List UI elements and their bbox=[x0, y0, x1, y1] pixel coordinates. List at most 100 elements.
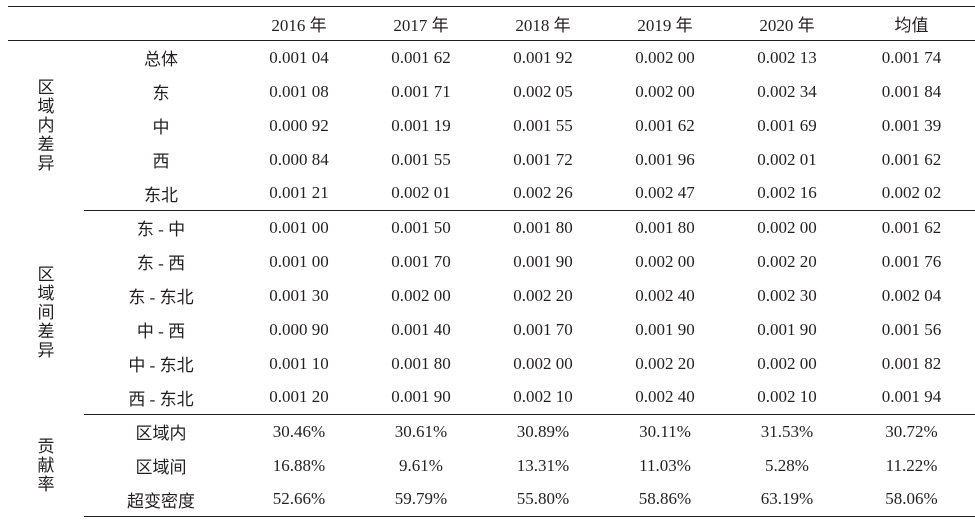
value-cell: 13.31% bbox=[516, 455, 570, 475]
table-row: 西 0.000 84 0.001 55 0.001 72 0.001 96 0.002 0… bbox=[8, 143, 975, 177]
group-label-char: 异 bbox=[37, 154, 55, 174]
group-label-char: 域 bbox=[37, 284, 55, 303]
value-cell: 59.79% bbox=[360, 482, 482, 517]
header-row-label-cell bbox=[84, 6, 238, 41]
value-cell: 0.001 90 bbox=[513, 251, 573, 271]
group-label-char: 率 bbox=[37, 475, 55, 494]
row-label: 东 - 西 bbox=[136, 254, 186, 273]
value-cell: 0.002 01 bbox=[360, 176, 482, 211]
value-cell: 0.001 56 bbox=[881, 319, 942, 339]
value-cell: 0.001 72 bbox=[513, 149, 573, 169]
group-label-char: 献 bbox=[37, 456, 55, 475]
value-cell: 16.88% bbox=[272, 455, 326, 475]
table-row: 区域间差异 东 - 中 0.001 00 0.001 50 0.001 80 0.001 … bbox=[8, 211, 975, 360]
value-cell: 0.002 10 bbox=[482, 380, 604, 415]
column-header: 2018 年 bbox=[482, 6, 604, 41]
value-cell: 0.001 00 bbox=[269, 251, 329, 271]
row-label: 东 - 东北 bbox=[128, 288, 194, 307]
value-cell: 0.001 92 bbox=[513, 47, 573, 67]
value-cell: 0.001 39 bbox=[881, 115, 942, 135]
value-cell: 0.001 55 bbox=[513, 115, 573, 135]
value-cell: 0.001 04 bbox=[269, 47, 329, 67]
value-cell: 0.001 84 bbox=[881, 81, 942, 101]
table-row: 东北 0.001 21 0.002 01 0.002 26 0.002 47 0.002 … bbox=[8, 176, 975, 211]
value-cell: 0.001 08 bbox=[269, 81, 329, 101]
value-cell: 0.002 20 bbox=[757, 251, 817, 271]
value-cell: 30.72% bbox=[885, 421, 938, 441]
group-label: 区域内差异 bbox=[8, 41, 84, 211]
value-cell: 0.002 00 bbox=[391, 285, 451, 305]
group-label-char: 间 bbox=[37, 303, 55, 322]
column-header: 2020 年 bbox=[726, 6, 848, 41]
value-cell: 0.001 10 bbox=[269, 353, 329, 373]
table-row: 超变密度 52.66% 59.79% 55.80% 58.86% 63.19% 58.06% bbox=[8, 482, 975, 517]
value-cell: 0.001 20 bbox=[238, 380, 360, 415]
table-row: 东 - 东北 0.001 30 0.002 00 0.002 20 0.002 40 0.… bbox=[8, 279, 975, 313]
value-cell: 0.002 00 bbox=[513, 353, 573, 373]
value-cell: 0.002 30 bbox=[757, 285, 817, 305]
value-cell: 0.001 62 bbox=[635, 115, 695, 135]
value-cell: 0.001 62 bbox=[881, 217, 942, 237]
value-cell: 0.001 74 bbox=[881, 47, 942, 67]
value-cell: 0.002 00 bbox=[635, 47, 695, 67]
group-label-char: 区 bbox=[37, 265, 55, 284]
value-cell: 0.001 00 bbox=[269, 217, 329, 237]
value-cell: 0.001 90 bbox=[360, 380, 482, 415]
data-table: 2016 年 2017 年 2018 年 2019 年 2020 年均值 区域内差异总体… bbox=[8, 6, 975, 517]
group-label-char: 差 bbox=[37, 135, 55, 155]
value-cell: 52.66% bbox=[238, 482, 360, 517]
row-label: 中 - 西 bbox=[136, 322, 186, 341]
group-label-char: 贡 bbox=[37, 437, 55, 456]
row-label: 西 - 东北 bbox=[84, 380, 238, 415]
value-cell: 0.002 01 bbox=[757, 149, 817, 169]
value-cell: 0.001 76 bbox=[881, 251, 942, 271]
column-header: 均值 bbox=[848, 6, 975, 41]
table-row: 中 - 东北 0.001 10 0.001 80 0.002 00 0.002 20 0.… bbox=[8, 347, 975, 381]
value-cell: 0.002 10 bbox=[726, 380, 848, 415]
row-label: 区域内 bbox=[135, 424, 187, 444]
value-cell: 0.001 70 bbox=[513, 319, 573, 339]
value-cell: 0.001 70 bbox=[391, 251, 451, 271]
value-cell: 0.001 82 bbox=[881, 353, 942, 373]
value-cell: 0.001 62 bbox=[391, 47, 451, 67]
value-cell: 58.86% bbox=[604, 482, 726, 517]
value-cell: 0.001 50 bbox=[391, 217, 451, 237]
row-label: 东北 bbox=[84, 176, 238, 211]
header-row: 2016 年 2017 年 2018 年 2019 年 2020 年均值 bbox=[8, 6, 975, 41]
column-header: 2017 年 bbox=[360, 6, 482, 41]
value-cell: 0.002 13 bbox=[757, 47, 817, 67]
value-cell: 0.002 00 bbox=[757, 353, 817, 373]
value-cell: 0.001 69 bbox=[757, 115, 817, 135]
table-row: 中 - 西 0.000 90 0.001 40 0.001 70 0.001 90 0.0… bbox=[8, 313, 975, 347]
value-cell: 0.001 90 bbox=[635, 319, 695, 339]
value-cell: 0.000 92 bbox=[269, 115, 329, 135]
value-cell: 0.002 40 bbox=[635, 285, 695, 305]
value-cell: 0.002 00 bbox=[635, 251, 695, 271]
value-cell: 0.000 90 bbox=[269, 319, 329, 339]
value-cell: 0.002 26 bbox=[482, 176, 604, 211]
row-label: 中 - 东北 bbox=[128, 356, 194, 375]
value-cell: 63.19% bbox=[726, 482, 848, 517]
value-cell: 0.001 90 bbox=[757, 319, 817, 339]
row-label: 区域间 bbox=[135, 458, 187, 477]
table-header: 2016 年 2017 年 2018 年 2019 年 2020 年均值 bbox=[8, 6, 975, 41]
value-cell: 55.80% bbox=[482, 482, 604, 517]
row-label: 东 - 中 bbox=[136, 220, 186, 240]
value-cell: 30.11% bbox=[639, 421, 691, 441]
value-cell: 0.001 30 bbox=[269, 285, 329, 305]
value-cell: 0.002 00 bbox=[635, 81, 695, 101]
value-cell: 0.001 40 bbox=[391, 319, 451, 339]
row-label: 东 bbox=[152, 84, 170, 103]
table-row: 东 0.001 08 0.001 71 0.002 05 0.002 00 0.002 3… bbox=[8, 75, 975, 109]
value-cell: 0.002 00 bbox=[757, 217, 817, 237]
value-cell: 0.001 19 bbox=[391, 115, 451, 135]
value-cell: 0.001 94 bbox=[848, 380, 975, 415]
group-label-char: 差 bbox=[37, 322, 55, 341]
value-cell: 0.001 80 bbox=[513, 217, 573, 237]
group-label-char: 域 bbox=[37, 97, 55, 117]
row-label: 总体 bbox=[144, 50, 178, 70]
value-cell: 0.001 80 bbox=[391, 353, 451, 373]
table-row: 区域内差异 总体 0.001 04 0.001 62 0.001 92 0.002 00 0… bbox=[8, 41, 975, 174]
group-label: 贡献率 bbox=[8, 415, 84, 517]
value-cell: 0.002 04 bbox=[881, 285, 942, 305]
